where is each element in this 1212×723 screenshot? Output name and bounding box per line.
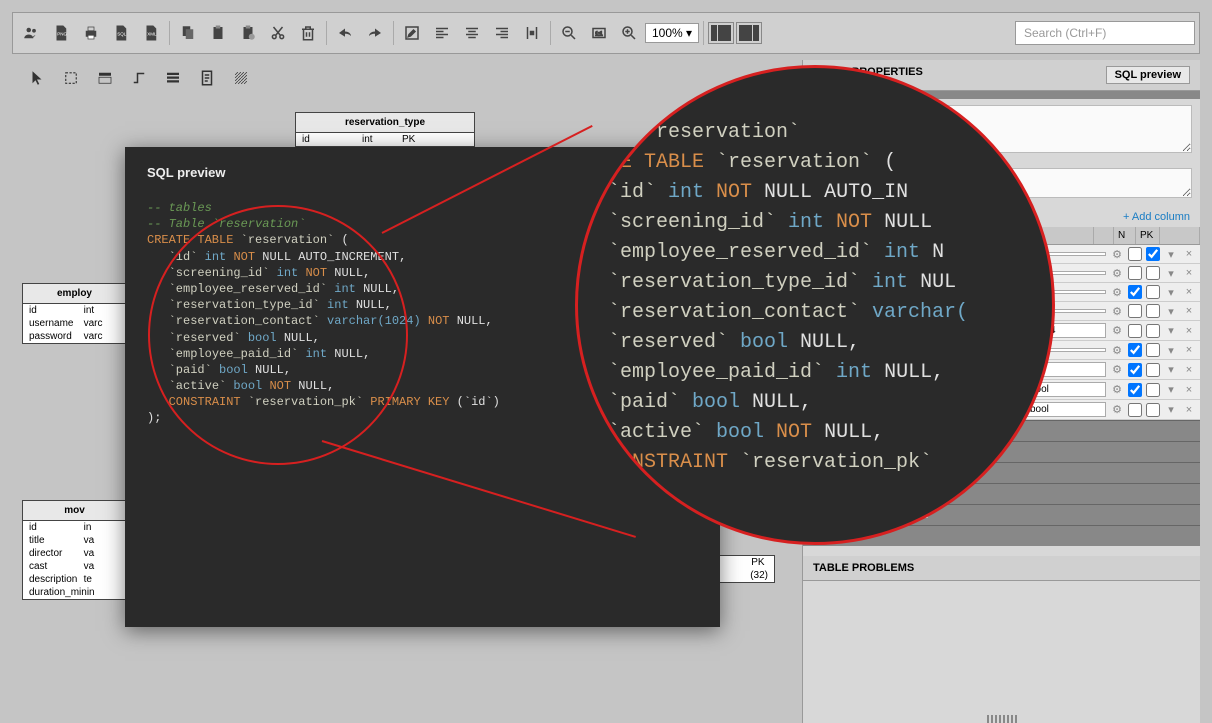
- gear-icon[interactable]: ⚙: [1110, 304, 1124, 318]
- close-icon[interactable]: ×: [1182, 343, 1196, 357]
- gear-icon[interactable]: ⚙: [1110, 247, 1124, 261]
- edit-icon[interactable]: [398, 19, 426, 47]
- gear-icon[interactable]: ⚙: [1110, 266, 1124, 280]
- table-icon[interactable]: [89, 62, 121, 94]
- pk-checkbox[interactable]: [1146, 363, 1160, 377]
- pk-checkbox[interactable]: [1146, 383, 1160, 397]
- layout-btn-2[interactable]: [736, 22, 762, 44]
- search-input[interactable]: Search (Ctrl+F): [1015, 21, 1195, 45]
- sql-icon[interactable]: SQL: [107, 19, 135, 47]
- chevron-down-icon[interactable]: ▾: [1164, 403, 1178, 417]
- gear-icon[interactable]: ⚙: [1110, 403, 1124, 417]
- paste-icon[interactable]: [204, 19, 232, 47]
- align-center-icon[interactable]: [458, 19, 486, 47]
- pk-checkbox[interactable]: [1146, 266, 1160, 280]
- nullable-checkbox[interactable]: [1128, 383, 1142, 397]
- zoom-out-icon[interactable]: [555, 19, 583, 47]
- distribute-icon[interactable]: [518, 19, 546, 47]
- pk-checkbox[interactable]: [1146, 343, 1160, 357]
- redo-icon[interactable]: [361, 19, 389, 47]
- chevron-down-icon[interactable]: ▾: [1164, 285, 1178, 299]
- add-column-button[interactable]: + Add column: [1113, 207, 1200, 227]
- undo-icon[interactable]: [331, 19, 359, 47]
- zoom-detail-circle: le `reservation`TE TABLE `reservation` (…: [575, 65, 1055, 545]
- close-icon[interactable]: ×: [1182, 363, 1196, 377]
- canvas-table-movie[interactable]: mov idin titleva directorva castva descr…: [22, 500, 127, 600]
- close-icon[interactable]: ×: [1182, 304, 1196, 318]
- pk-checkbox[interactable]: [1146, 304, 1160, 318]
- png-icon[interactable]: PNG: [47, 19, 75, 47]
- align-left-icon[interactable]: [428, 19, 456, 47]
- zoom-fit-icon[interactable]: 1:1: [585, 19, 613, 47]
- close-icon[interactable]: ×: [1182, 403, 1196, 417]
- pk-checkbox[interactable]: [1146, 247, 1160, 261]
- svg-text:1:1: 1:1: [595, 31, 602, 37]
- print-icon[interactable]: [77, 19, 105, 47]
- nullable-checkbox[interactable]: [1128, 266, 1142, 280]
- chevron-down-icon[interactable]: ▾: [1164, 324, 1178, 338]
- align-right-icon[interactable]: [488, 19, 516, 47]
- chevron-down-icon[interactable]: ▾: [1164, 363, 1178, 377]
- sub-toolbar: [17, 60, 261, 96]
- canvas-table-seat[interactable]: PK (32): [720, 555, 775, 583]
- zoom-in-icon[interactable]: [615, 19, 643, 47]
- delete-icon[interactable]: [294, 19, 322, 47]
- layout-btn-1[interactable]: [708, 22, 734, 44]
- panel-resize-handle[interactable]: [987, 715, 1017, 723]
- nullable-checkbox[interactable]: [1128, 285, 1142, 299]
- nullable-checkbox[interactable]: [1128, 343, 1142, 357]
- svg-text:XML: XML: [147, 31, 157, 36]
- pk-checkbox[interactable]: [1146, 324, 1160, 338]
- area-icon[interactable]: [225, 62, 257, 94]
- paste-special-icon[interactable]: [234, 19, 262, 47]
- nullable-checkbox[interactable]: [1128, 304, 1142, 318]
- note-icon[interactable]: [191, 62, 223, 94]
- gear-icon[interactable]: ⚙: [1110, 285, 1124, 299]
- canvas-table-employee[interactable]: employ idint usernamevarc passwordvarc: [22, 283, 127, 344]
- nullable-checkbox[interactable]: [1128, 247, 1142, 261]
- chevron-down-icon[interactable]: ▾: [1164, 247, 1178, 261]
- chevron-down-icon[interactable]: ▾: [1164, 383, 1178, 397]
- close-icon[interactable]: ×: [1182, 383, 1196, 397]
- close-icon[interactable]: ×: [1182, 266, 1196, 280]
- chevron-down-icon[interactable]: ▾: [1164, 304, 1178, 318]
- users-icon[interactable]: [17, 19, 45, 47]
- gear-icon[interactable]: ⚙: [1110, 363, 1124, 377]
- svg-text:SQL: SQL: [117, 31, 127, 36]
- view-icon[interactable]: [157, 62, 189, 94]
- sql-preview-button[interactable]: SQL preview: [1106, 66, 1190, 84]
- nullable-checkbox[interactable]: [1128, 324, 1142, 338]
- close-icon[interactable]: ×: [1182, 285, 1196, 299]
- cut-icon[interactable]: [264, 19, 292, 47]
- close-icon[interactable]: ×: [1182, 247, 1196, 261]
- pointer-icon[interactable]: [21, 62, 53, 94]
- top-toolbar: PNG SQL XML 1:1 100% ▾ Search (Ctrl+F): [12, 12, 1200, 54]
- copy-icon[interactable]: [174, 19, 202, 47]
- svg-text:PNG: PNG: [57, 31, 67, 36]
- problems-title: TABLE PROBLEMS: [813, 562, 914, 574]
- xml-icon[interactable]: XML: [137, 19, 165, 47]
- type-dropdown[interactable]: bool: [1026, 402, 1106, 417]
- chevron-down-icon[interactable]: ▾: [1164, 343, 1178, 357]
- gear-icon[interactable]: ⚙: [1110, 383, 1124, 397]
- close-icon[interactable]: ×: [1182, 324, 1196, 338]
- pk-checkbox[interactable]: [1146, 285, 1160, 299]
- gear-icon[interactable]: ⚙: [1110, 324, 1124, 338]
- canvas-table-reservation-type[interactable]: reservation_type idintPK: [295, 112, 475, 147]
- gear-icon[interactable]: ⚙: [1110, 343, 1124, 357]
- marquee-icon[interactable]: [55, 62, 87, 94]
- nullable-checkbox[interactable]: [1128, 363, 1142, 377]
- chevron-down-icon[interactable]: ▾: [1164, 266, 1178, 280]
- relation-icon[interactable]: [123, 62, 155, 94]
- zoom-dropdown[interactable]: 100% ▾: [645, 23, 699, 43]
- nullable-checkbox[interactable]: [1128, 403, 1142, 417]
- pk-checkbox[interactable]: [1146, 403, 1160, 417]
